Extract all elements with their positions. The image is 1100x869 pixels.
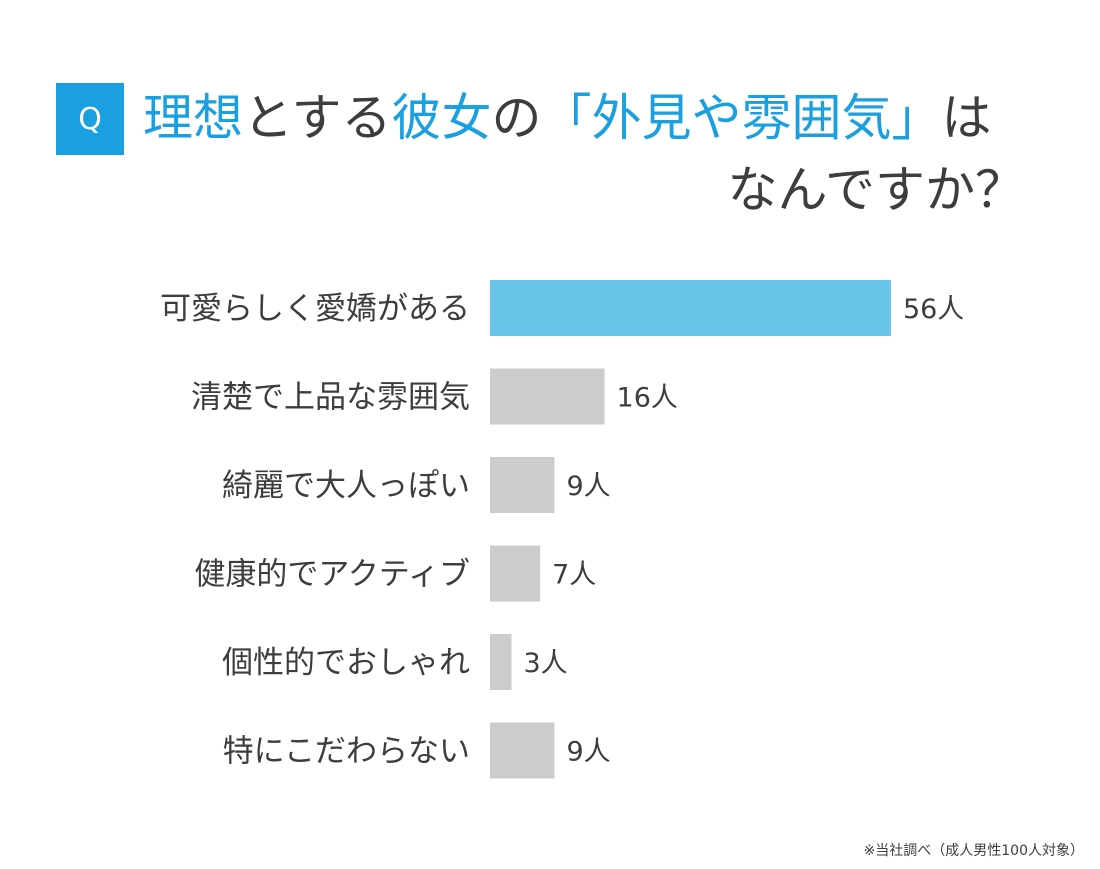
title-segment: 彼女 [391,89,492,147]
title-line-1: 理想とする彼女の「外見や雰囲気」は [143,82,1043,154]
category-label: 綺麗で大人っぽい [222,468,470,504]
value-label: 56人 [903,294,964,325]
value-label: 16人 [617,383,678,414]
value-label: 7人 [552,560,596,591]
category-label: 清楚で上品な雰囲気 [191,380,470,416]
bar [490,457,555,513]
chart-title: 理想とする彼女の「外見や雰囲気」は なんですか？ [143,82,1043,226]
bar [490,368,605,425]
bar [490,722,555,779]
question-badge: Q [56,83,124,155]
title-segment: は [941,89,992,147]
bar [490,280,891,336]
value-label: 3人 [523,648,567,679]
title-segment: とする [243,89,392,147]
category-label: 個性的でおしゃれ [222,645,470,681]
category-label: 健康的でアクティブ [194,557,470,593]
category-label: 特にこだわらない [223,734,470,770]
bar [490,545,541,602]
title-segment: 理想 [143,89,243,147]
value-label: 9人 [566,471,610,502]
value-label: 9人 [566,737,610,768]
title-segment: 「外見や雰囲気」 [541,89,942,147]
category-label: 可愛らしく愛嬌がある [160,291,470,327]
title-segment: の [491,89,542,147]
footnote: ※当社調べ（成人男性100人対象） [863,843,1084,859]
title-line-2: なんですか？ [727,161,1026,219]
bar [490,634,512,690]
